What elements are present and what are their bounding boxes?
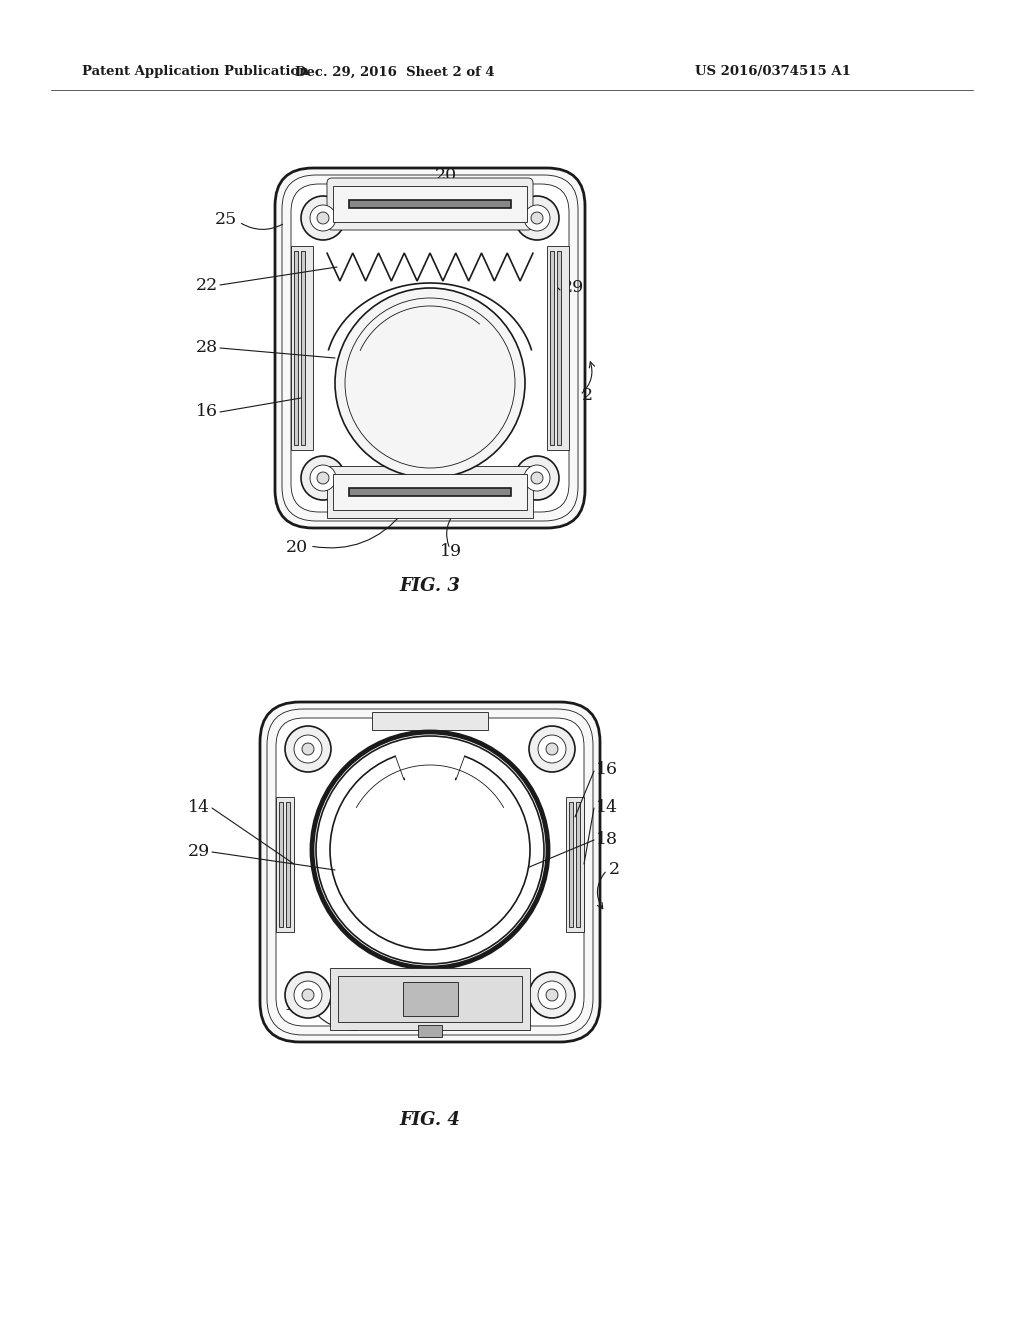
Text: US 2016/0374515 A1: US 2016/0374515 A1 <box>695 66 851 78</box>
Bar <box>372 711 488 730</box>
Circle shape <box>529 972 575 1018</box>
Text: Dec. 29, 2016  Sheet 2 of 4: Dec. 29, 2016 Sheet 2 of 4 <box>295 66 495 78</box>
Circle shape <box>285 726 331 772</box>
Text: FIG. 4: FIG. 4 <box>399 1111 461 1129</box>
Bar <box>547 246 569 450</box>
Bar <box>301 251 305 445</box>
FancyBboxPatch shape <box>275 168 585 528</box>
Text: 2: 2 <box>582 387 593 404</box>
Circle shape <box>546 989 558 1001</box>
Circle shape <box>538 735 566 763</box>
Circle shape <box>310 205 336 231</box>
Circle shape <box>302 989 314 1001</box>
Text: 18: 18 <box>400 1010 422 1027</box>
Circle shape <box>301 195 345 240</box>
Circle shape <box>538 981 566 1008</box>
Bar <box>327 466 534 517</box>
Text: 16: 16 <box>196 404 218 421</box>
FancyBboxPatch shape <box>291 183 569 512</box>
FancyBboxPatch shape <box>327 178 534 230</box>
Bar <box>338 975 522 1022</box>
Text: FIG. 3: FIG. 3 <box>399 577 461 595</box>
FancyBboxPatch shape <box>276 718 584 1026</box>
Text: 25: 25 <box>215 211 237 228</box>
Text: 19: 19 <box>440 543 462 560</box>
Text: 20: 20 <box>286 540 308 557</box>
Bar <box>566 797 584 932</box>
Text: 20: 20 <box>435 166 457 183</box>
Circle shape <box>335 288 525 478</box>
Bar <box>286 803 290 927</box>
Text: Patent Application Publication: Patent Application Publication <box>82 66 309 78</box>
Circle shape <box>515 455 559 500</box>
Bar <box>276 797 294 932</box>
Circle shape <box>301 455 345 500</box>
Bar <box>330 968 530 1030</box>
Bar <box>333 186 527 222</box>
Text: 14: 14 <box>188 800 210 817</box>
Circle shape <box>529 726 575 772</box>
Circle shape <box>312 733 548 968</box>
Bar <box>291 246 313 450</box>
Bar <box>575 803 580 927</box>
Circle shape <box>515 195 559 240</box>
Text: 19: 19 <box>468 186 490 202</box>
Text: 29: 29 <box>562 280 585 297</box>
Wedge shape <box>395 748 465 777</box>
Text: 2: 2 <box>609 862 621 879</box>
Bar <box>550 251 554 445</box>
Circle shape <box>531 473 543 484</box>
Bar <box>349 201 511 209</box>
Text: 18: 18 <box>596 832 618 849</box>
Circle shape <box>317 213 329 224</box>
Circle shape <box>294 981 322 1008</box>
Text: 22: 22 <box>196 276 218 293</box>
Circle shape <box>524 465 550 491</box>
Bar <box>349 488 511 496</box>
Bar <box>294 251 298 445</box>
Text: 14: 14 <box>596 800 618 817</box>
Circle shape <box>310 465 336 491</box>
Circle shape <box>546 743 558 755</box>
Bar <box>279 803 283 927</box>
Circle shape <box>317 473 329 484</box>
FancyBboxPatch shape <box>260 702 600 1041</box>
Bar <box>333 474 527 510</box>
Text: 29: 29 <box>187 843 210 861</box>
Text: 14: 14 <box>284 997 306 1014</box>
Circle shape <box>524 205 550 231</box>
Circle shape <box>285 972 331 1018</box>
Bar <box>403 982 458 1016</box>
Text: 28: 28 <box>196 339 218 356</box>
Text: 16: 16 <box>596 762 618 779</box>
Bar <box>569 803 573 927</box>
Circle shape <box>302 743 314 755</box>
Circle shape <box>531 213 543 224</box>
Circle shape <box>294 735 322 763</box>
Bar <box>418 1026 442 1038</box>
Bar <box>557 251 561 445</box>
